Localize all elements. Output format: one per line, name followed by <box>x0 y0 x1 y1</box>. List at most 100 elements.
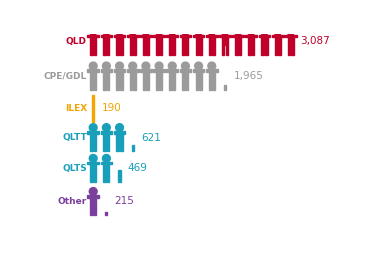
Bar <box>173 80 175 90</box>
Bar <box>153 35 165 38</box>
Bar <box>169 70 175 80</box>
Bar <box>140 69 152 72</box>
Bar <box>222 45 224 55</box>
Bar <box>153 69 165 72</box>
Bar <box>87 162 99 164</box>
Bar <box>199 80 201 90</box>
Text: Other: Other <box>58 197 87 206</box>
Bar <box>225 45 228 55</box>
Bar <box>133 45 136 55</box>
Circle shape <box>247 27 255 35</box>
Bar <box>235 36 241 45</box>
Bar <box>248 36 254 45</box>
Text: 469: 469 <box>128 163 148 173</box>
Bar <box>107 80 110 90</box>
Bar <box>103 45 106 55</box>
Circle shape <box>89 27 97 35</box>
Bar <box>103 142 106 151</box>
Bar <box>261 36 267 45</box>
Bar <box>114 69 125 72</box>
Circle shape <box>181 62 189 70</box>
Text: ILEX: ILEX <box>65 104 87 113</box>
Circle shape <box>287 27 295 35</box>
Bar <box>143 36 149 45</box>
Bar <box>146 80 149 90</box>
Bar <box>173 45 175 55</box>
Circle shape <box>168 27 176 35</box>
Bar <box>169 80 172 90</box>
Circle shape <box>208 27 216 35</box>
Bar <box>209 70 215 80</box>
Bar <box>209 45 211 55</box>
Circle shape <box>116 62 124 70</box>
Bar <box>196 36 201 45</box>
Bar <box>92 95 94 122</box>
Bar <box>196 80 198 90</box>
Circle shape <box>89 124 97 131</box>
Circle shape <box>168 62 176 70</box>
Bar <box>100 131 112 134</box>
Circle shape <box>234 27 242 35</box>
Bar <box>103 132 110 142</box>
Bar <box>90 45 93 55</box>
Circle shape <box>208 62 216 70</box>
Circle shape <box>155 62 163 70</box>
Bar <box>100 162 112 164</box>
Bar <box>103 70 110 80</box>
Bar <box>219 35 231 38</box>
Bar <box>117 36 123 45</box>
Bar <box>130 80 132 90</box>
Bar <box>90 196 96 206</box>
Bar <box>120 80 123 90</box>
Bar <box>94 172 96 182</box>
Bar <box>274 45 277 55</box>
Bar <box>272 35 283 38</box>
Text: QLTS: QLTS <box>62 164 87 173</box>
Bar <box>285 35 297 38</box>
Bar <box>212 80 215 90</box>
Bar <box>107 142 110 151</box>
Circle shape <box>142 62 150 70</box>
Bar <box>193 35 205 38</box>
Circle shape <box>102 124 110 131</box>
Bar <box>132 145 134 151</box>
Bar <box>90 36 96 45</box>
Bar <box>143 45 146 55</box>
Bar <box>169 45 172 55</box>
Bar <box>166 69 178 72</box>
Bar <box>94 142 96 151</box>
Bar <box>182 36 188 45</box>
Bar <box>87 195 99 198</box>
Bar <box>120 142 123 151</box>
Text: 215: 215 <box>115 197 135 206</box>
Bar <box>114 131 125 134</box>
Bar <box>119 170 121 182</box>
Bar <box>186 45 188 55</box>
Bar <box>103 80 106 90</box>
Bar <box>103 172 106 182</box>
Bar <box>127 35 139 38</box>
Circle shape <box>274 27 281 35</box>
Bar <box>103 163 110 172</box>
Text: 1,965: 1,965 <box>233 71 263 81</box>
Bar <box>182 70 188 80</box>
Circle shape <box>89 188 97 195</box>
Bar <box>130 45 132 55</box>
Circle shape <box>181 27 189 35</box>
Bar <box>90 142 93 151</box>
Bar <box>107 172 110 182</box>
Bar <box>193 69 205 72</box>
Bar <box>143 70 149 80</box>
Bar <box>114 35 125 38</box>
Bar <box>232 35 244 38</box>
Circle shape <box>102 155 110 162</box>
Bar <box>252 45 254 55</box>
Text: 3,087: 3,087 <box>301 36 330 46</box>
Bar <box>160 80 162 90</box>
Bar <box>248 45 251 55</box>
Bar <box>235 45 237 55</box>
Bar <box>94 206 96 215</box>
Bar <box>196 45 198 55</box>
Bar <box>199 45 201 55</box>
Text: 621: 621 <box>141 132 161 143</box>
